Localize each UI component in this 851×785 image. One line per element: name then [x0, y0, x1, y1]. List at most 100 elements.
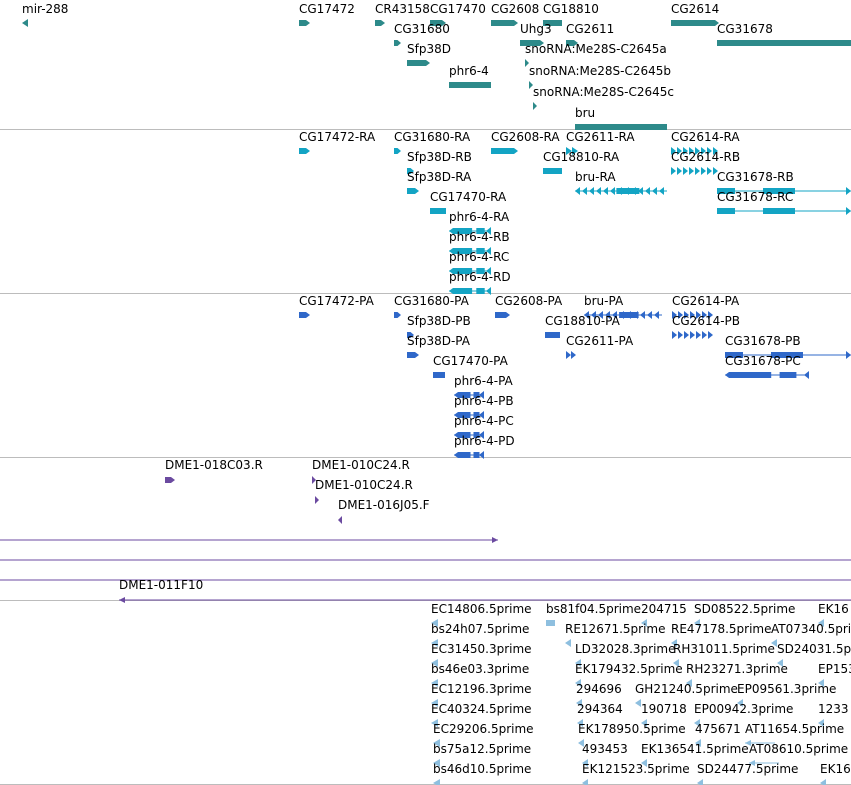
feature-label[interactable]: RE12671.5prime: [565, 622, 666, 636]
feature-glyph[interactable]: [578, 732, 584, 751]
feature-label[interactable]: EC31450.3prime: [431, 642, 532, 656]
feature-glyph[interactable]: [777, 652, 783, 671]
feature-glyph[interactable]: [449, 240, 491, 259]
feature-glyph[interactable]: [635, 692, 641, 711]
feature-glyph[interactable]: [717, 180, 851, 199]
feature-label[interactable]: AT11654.5prime: [745, 722, 845, 736]
feature-label[interactable]: DME1-018C03.R: [165, 458, 263, 472]
feature-label[interactable]: 190718: [641, 702, 687, 716]
feature-label[interactable]: 294364: [577, 702, 623, 716]
feature-glyph[interactable]: [525, 52, 529, 71]
feature-label[interactable]: Sfp38D-PA: [407, 334, 470, 348]
feature-label[interactable]: 1233: [818, 702, 849, 716]
feature-glyph[interactable]: [725, 344, 851, 363]
feature-label[interactable]: 204715: [641, 602, 687, 616]
feature-label[interactable]: bs81f04.5prime: [546, 602, 642, 616]
feature-label[interactable]: EC12196.3prime: [431, 682, 532, 696]
feature-label[interactable]: RE47178.5prime: [671, 622, 772, 636]
feature-glyph[interactable]: [299, 140, 310, 159]
feature-label[interactable]: LD32028.3prime: [575, 642, 676, 656]
feature-glyph[interactable]: [431, 672, 438, 691]
feature-label[interactable]: CG17472-RA: [299, 130, 376, 144]
feature-label[interactable]: bs46e03.3prime: [431, 662, 530, 676]
feature-label[interactable]: DME1-010C24.R: [315, 478, 413, 492]
feature-label[interactable]: DME1-016J05.F: [338, 498, 430, 512]
feature-label[interactable]: CG31678: [717, 22, 773, 36]
feature-label[interactable]: CG2608: [491, 2, 540, 16]
feature-label[interactable]: CG2611: [566, 22, 615, 36]
feature-label[interactable]: snoRNA:Me28S-C2645c: [533, 85, 675, 99]
feature-label[interactable]: 475671: [695, 722, 741, 736]
feature-glyph[interactable]: [449, 280, 491, 299]
feature-glyph[interactable]: [725, 364, 809, 383]
feature-glyph[interactable]: [431, 632, 438, 651]
feature-glyph[interactable]: [717, 200, 851, 219]
feature-glyph[interactable]: [407, 344, 419, 363]
feature-glyph[interactable]: [818, 672, 824, 691]
feature-glyph[interactable]: [433, 752, 440, 771]
feature-label[interactable]: CG2608-RA: [491, 130, 560, 144]
feature-label[interactable]: bru-PA: [584, 294, 624, 308]
feature-label[interactable]: bru-RA: [575, 170, 616, 184]
feature-glyph[interactable]: [431, 612, 438, 631]
feature-label[interactable]: CG17472: [299, 2, 355, 16]
feature-glyph[interactable]: [529, 74, 533, 93]
feature-label[interactable]: 493453: [582, 742, 628, 756]
feature-glyph[interactable]: [582, 752, 588, 771]
feature-glyph[interactable]: [671, 160, 719, 179]
feature-label[interactable]: phr6-4-PC: [454, 414, 514, 428]
feature-label[interactable]: phr6-4-PD: [454, 434, 515, 448]
feature-glyph[interactable]: [431, 652, 438, 671]
feature-glyph[interactable]: [577, 712, 583, 731]
feature-label[interactable]: phr6-4-RC: [449, 250, 510, 264]
feature-label[interactable]: GH21240.5prime: [635, 682, 738, 696]
feature-glyph[interactable]: [641, 612, 647, 631]
feature-glyph[interactable]: [565, 632, 571, 651]
feature-glyph[interactable]: [575, 180, 667, 199]
feature-label[interactable]: CG31678-PC: [725, 354, 801, 368]
feature-glyph[interactable]: [299, 304, 310, 323]
feature-label[interactable]: RH31011.5prime: [673, 642, 775, 656]
feature-label[interactable]: bs75a12.5prime: [433, 742, 532, 756]
feature-label[interactable]: CG31678-PB: [725, 334, 801, 348]
feature-label[interactable]: Sfp38D-RB: [407, 150, 472, 164]
feature-glyph[interactable]: [495, 304, 510, 323]
feature-label[interactable]: EK16: [820, 762, 851, 776]
feature-glyph[interactable]: [818, 612, 824, 631]
feature-label[interactable]: CG17470-RA: [430, 190, 507, 204]
feature-glyph[interactable]: [575, 116, 667, 135]
feature-label[interactable]: CG2608-PA: [495, 294, 563, 308]
feature-glyph[interactable]: [543, 12, 562, 31]
feature-label[interactable]: Sfp38D-PB: [407, 314, 471, 328]
feature-glyph[interactable]: [394, 140, 401, 159]
feature-label[interactable]: CG18810-RA: [543, 150, 620, 164]
feature-label[interactable]: CG18810: [543, 2, 599, 16]
feature-label[interactable]: phr6-4-PB: [454, 394, 514, 408]
feature-glyph[interactable]: [394, 304, 401, 323]
feature-label[interactable]: bs46d10.5prime: [433, 762, 532, 776]
feature-label[interactable]: SD24031.5prime: [777, 642, 851, 656]
feature-label[interactable]: AT07340.5prime: [771, 622, 851, 636]
feature-glyph[interactable]: [0, 529, 498, 548]
feature-label[interactable]: phr6-4-PA: [454, 374, 513, 388]
feature-label[interactable]: EC14806.5prime: [431, 602, 532, 616]
feature-glyph[interactable]: [454, 424, 484, 443]
feature-glyph[interactable]: [672, 324, 716, 343]
feature-label[interactable]: AT08610.5prime: [749, 742, 849, 756]
feature-glyph[interactable]: [299, 12, 310, 31]
feature-glyph[interactable]: [749, 752, 779, 771]
feature-glyph[interactable]: [566, 344, 576, 363]
feature-label[interactable]: DME1-011F10: [119, 578, 204, 592]
feature-glyph[interactable]: [686, 672, 692, 691]
feature-glyph[interactable]: [430, 12, 446, 31]
feature-glyph[interactable]: [449, 74, 491, 93]
feature-label[interactable]: CG2614-PB: [672, 314, 741, 328]
feature-glyph[interactable]: [430, 200, 446, 219]
feature-label[interactable]: EK16: [818, 602, 849, 616]
feature-label[interactable]: bs24h07.5prime: [431, 622, 530, 636]
feature-glyph[interactable]: [520, 32, 544, 51]
feature-glyph[interactable]: [0, 549, 851, 568]
feature-glyph[interactable]: [737, 692, 743, 711]
feature-glyph[interactable]: [694, 712, 700, 731]
feature-glyph[interactable]: [394, 32, 401, 51]
